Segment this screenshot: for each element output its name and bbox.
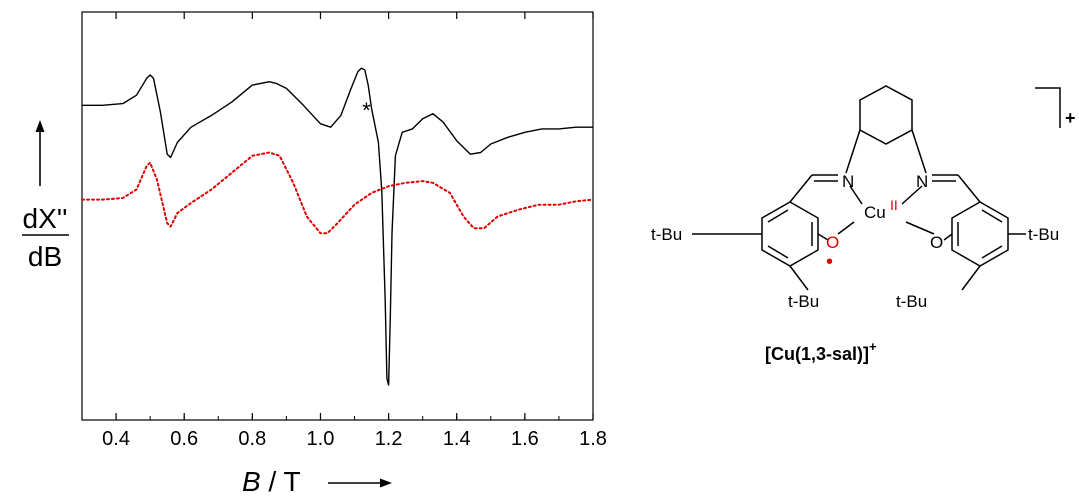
- x-tick-label-3: 1.0: [307, 428, 335, 450]
- atom-o-left: O: [826, 233, 839, 252]
- series-experimental-curve: [82, 67, 593, 386]
- charge-bracket: [1035, 87, 1061, 128]
- x-tick-labels: 0.4 0.6 0.8 1.0 1.2 1.4 1.6 1.8: [102, 428, 607, 450]
- cyclohexane-ring: [859, 85, 913, 145]
- cu-oxidation-state: II: [890, 197, 898, 213]
- tbu-left: t-Bu: [651, 225, 682, 244]
- x-label-text: B / T: [242, 466, 301, 497]
- y-arrow-head: [35, 120, 45, 132]
- bond-o-cu-left: [837, 221, 855, 235]
- benzene-right-double-1: [981, 209, 1003, 223]
- bond-n-cu-left: [849, 185, 863, 205]
- atom-n-right: N: [916, 172, 928, 191]
- x-tick-label-4: 1.2: [375, 428, 403, 450]
- x-arrow-head: [380, 478, 392, 488]
- bond-aryl-o-right: [943, 233, 953, 241]
- tbu-bottom-left: t-Bu: [788, 292, 819, 311]
- bond-aryl-o-left: [817, 233, 829, 241]
- bond-tbu-bottom-right: [961, 265, 981, 291]
- y-axis-label: dX'' dB: [22, 120, 69, 272]
- benzene-ring-right: [951, 201, 1009, 267]
- plot-frame: [81, 11, 594, 421]
- bond-tbu-bottom-left: [789, 265, 809, 291]
- bond-imine-aryl-left: [789, 174, 813, 203]
- bond-ring-n-left: [845, 129, 861, 174]
- y-label-denominator: dB: [28, 241, 62, 272]
- benzene-left-double-3: [767, 245, 789, 259]
- x-axis-label: B / T: [242, 466, 392, 497]
- tbu-bottom-right: t-Bu: [896, 292, 927, 311]
- y-label-numerator: dX'': [23, 203, 68, 234]
- epr-chart: 0.4 0.6 0.8 1.0 1.2 1.4 1.6 1.8 * dX'' dB B / T: [22, 11, 607, 497]
- bond-imine-aryl-right: [957, 174, 981, 203]
- x-tick-label-2: 0.8: [238, 428, 266, 450]
- atom-n-left: N: [842, 172, 854, 191]
- series-layer: [81, 67, 594, 386]
- molecule-structure: [692, 85, 1061, 291]
- benzene-left-double-1: [767, 209, 789, 223]
- molecule-labels: N N Cu II O • O t-Bu t-Bu t-Bu t-Bu + [C…: [651, 108, 1076, 364]
- x-tick-label-5: 1.4: [443, 428, 471, 450]
- benzene-ring-left: [761, 201, 819, 267]
- x-tick-label-0: 0.4: [102, 428, 130, 450]
- complex-charge: +: [1065, 108, 1076, 128]
- series-simulated-curve: [81, 151, 594, 235]
- x-tick-label-6: 1.6: [511, 428, 539, 450]
- annotation-asterisk: *: [362, 98, 371, 123]
- x-tick-label-7: 1.8: [579, 428, 607, 450]
- bond-ring-n-right: [911, 129, 927, 174]
- bond-o-cu-right: [905, 221, 935, 235]
- benzene-right-double-3: [981, 245, 1003, 259]
- compound-name: [Cu(1,3-sal)]+: [765, 339, 877, 364]
- x-tick-label-1: 0.6: [170, 428, 198, 450]
- bond-n-cu-right: [901, 185, 923, 205]
- atom-o-right: O: [930, 233, 943, 252]
- tbu-right: t-Bu: [1028, 225, 1059, 244]
- radical-dot: •: [826, 251, 833, 273]
- atom-cu: Cu: [864, 203, 886, 222]
- x-ticks: [81, 12, 594, 420]
